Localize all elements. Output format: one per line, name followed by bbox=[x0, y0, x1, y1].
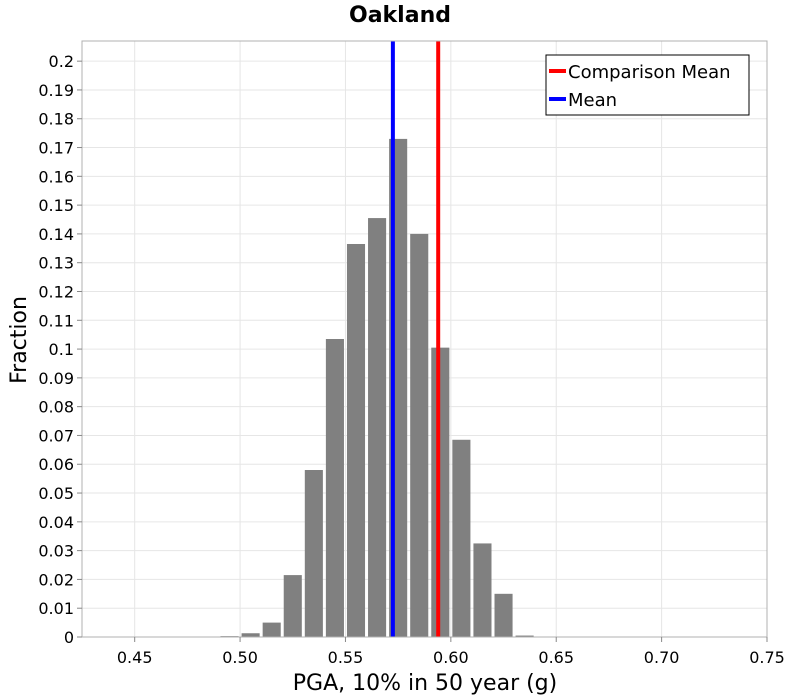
histogram-bars bbox=[220, 138, 534, 638]
x-tick-label: 0.60 bbox=[433, 648, 469, 667]
y-tick-label: 0.17 bbox=[38, 139, 74, 158]
plot-frame bbox=[81, 40, 768, 638]
y-tick-label: 0.18 bbox=[38, 110, 74, 129]
x-tick-label: 0.75 bbox=[749, 648, 785, 667]
legend-label: Comparison Mean bbox=[568, 62, 731, 83]
histogram-bar bbox=[452, 439, 471, 637]
chart-title: Oakland bbox=[349, 3, 451, 28]
x-tick-label: 0.50 bbox=[222, 648, 258, 667]
x-axis-label: PGA, 10% in 50 year (g) bbox=[293, 671, 557, 696]
plot-border bbox=[81, 40, 768, 638]
x-axis-ticks: 0.45 0.50 0.55 0.60 0.65 0.70 0.75 bbox=[117, 637, 785, 667]
y-axis-ticks: 0 0.01 0.02 0.03 0.04 0.05 0.06 0.07 0.08 0.09 0.1… bbox=[38, 52, 82, 647]
y-tick-label: 0 bbox=[64, 628, 74, 647]
x-tick-label: 0.65 bbox=[538, 648, 574, 667]
histogram-bar bbox=[325, 339, 344, 637]
histogram-bar bbox=[283, 575, 302, 637]
legend: Comparison Mean Mean bbox=[545, 54, 750, 116]
y-axis-label: Fraction bbox=[7, 296, 32, 384]
histogram-bar bbox=[346, 243, 366, 637]
histogram-bar bbox=[410, 233, 429, 638]
histogram-bar bbox=[304, 470, 323, 637]
legend-box bbox=[545, 54, 750, 116]
y-tick-label: 0.11 bbox=[38, 311, 74, 330]
y-tick-label: 0.2 bbox=[49, 52, 74, 71]
y-tick-label: 0.14 bbox=[38, 225, 74, 244]
histogram-bar bbox=[431, 347, 450, 637]
y-tick-label: 0.02 bbox=[38, 570, 74, 589]
y-tick-label: 0.05 bbox=[38, 484, 74, 503]
histogram-bar bbox=[473, 543, 492, 637]
y-tick-label: 0.07 bbox=[38, 426, 74, 445]
histogram-bar bbox=[262, 622, 281, 637]
y-tick-label: 0.15 bbox=[38, 196, 74, 215]
x-tick-label: 0.55 bbox=[328, 648, 364, 667]
histogram-bar bbox=[368, 218, 387, 638]
y-tick-label: 0.1 bbox=[49, 340, 74, 359]
legend-label: Mean bbox=[568, 90, 617, 111]
y-tick-label: 0.19 bbox=[38, 81, 74, 100]
y-tick-label: 0.03 bbox=[38, 542, 74, 561]
mean-lines bbox=[390, 41, 441, 637]
y-tick-label: 0.16 bbox=[38, 167, 74, 186]
x-tick-label: 0.45 bbox=[117, 648, 153, 667]
y-tick-label: 0.01 bbox=[38, 599, 74, 618]
y-tick-label: 0.13 bbox=[38, 254, 74, 273]
histogram-bar bbox=[241, 633, 260, 637]
y-tick-label: 0.04 bbox=[38, 513, 74, 532]
x-tick-label: 0.70 bbox=[644, 648, 680, 667]
y-tick-label: 0.12 bbox=[38, 282, 74, 301]
y-tick-label: 0.09 bbox=[38, 369, 74, 388]
histogram-bar bbox=[515, 635, 534, 637]
y-tick-label: 0.06 bbox=[38, 455, 74, 474]
y-tick-label: 0.08 bbox=[38, 398, 74, 417]
histogram-bar bbox=[494, 593, 513, 637]
